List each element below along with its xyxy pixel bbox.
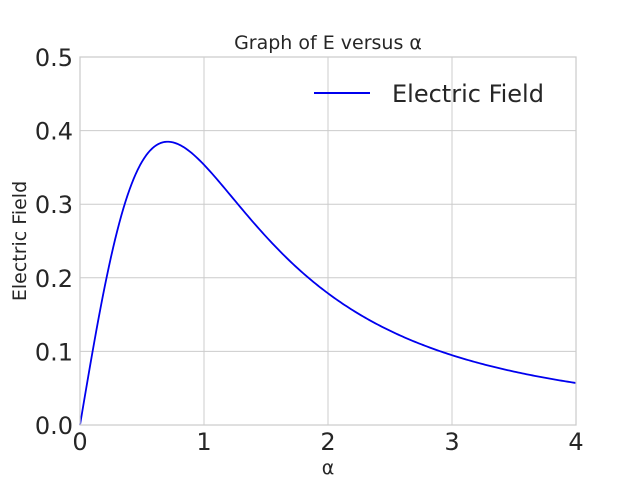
x-axis-label: α <box>322 457 335 478</box>
x-tick-label: 1 <box>196 428 211 456</box>
y-tick-label: 0.4 <box>35 118 73 146</box>
x-tick-label: 4 <box>568 428 583 456</box>
series-line-electric-field <box>79 140 577 426</box>
y-axis-label: Electric Field <box>9 181 31 301</box>
y-tick-label: 0.5 <box>35 44 73 72</box>
y-tick-label: 0.0 <box>35 412 73 440</box>
x-tick-label: 3 <box>444 428 459 456</box>
y-tick-label: 0.3 <box>35 191 73 219</box>
y-tick-label: 0.2 <box>35 265 73 293</box>
tick-labels: 0 1 2 3 4 0.0 0.1 0.2 0.3 0.4 0.5 <box>35 44 584 456</box>
legend: Electric Field <box>314 80 544 108</box>
plot-area <box>79 140 577 426</box>
y-tick-label: 0.1 <box>35 338 73 366</box>
x-tick-label: 2 <box>320 428 335 456</box>
plot-frame <box>79 56 577 426</box>
x-tick-label: 0 <box>72 428 87 456</box>
legend-label-electric-field: Electric Field <box>392 80 544 108</box>
chart-title: Graph of E versus α <box>234 32 422 54</box>
grid <box>79 56 577 426</box>
